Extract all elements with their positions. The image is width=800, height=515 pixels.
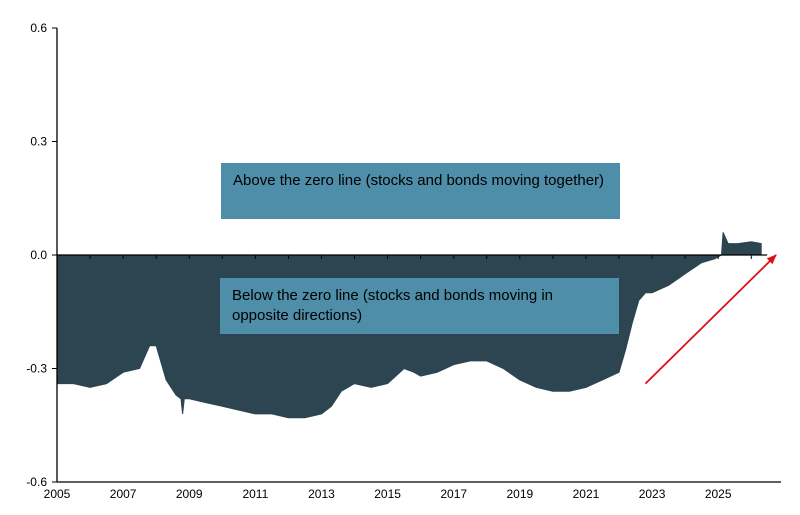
y-tick-label: 0.3 [30,135,47,149]
y-tick-label: -0.6 [26,475,47,489]
annotation-below-zero: Below the zero line (stocks and bonds mo… [220,278,619,334]
x-tick-label: 2023 [639,487,666,501]
x-tick-label: 2025 [705,487,732,501]
x-tick-label: 2013 [308,487,335,501]
y-tick-label: 0.6 [30,21,47,35]
x-tick-label: 2017 [440,487,467,501]
annotation-above-zero: Above the zero line (stocks and bonds mo… [221,163,620,219]
x-tick-label: 2015 [374,487,401,501]
x-tick-label: 2005 [44,487,71,501]
x-tick-label: 2007 [110,487,137,501]
x-tick-label: 2011 [242,487,268,501]
y-tick-label: -0.3 [26,362,47,376]
x-tick-label: 2021 [573,487,600,501]
x-tick-label: 2009 [176,487,203,501]
x-tick-label: 2019 [506,487,533,501]
y-tick-label: 0.0 [30,248,47,262]
axes [52,27,781,483]
trend-arrow [644,254,777,385]
trend-arrow-line [644,254,777,385]
